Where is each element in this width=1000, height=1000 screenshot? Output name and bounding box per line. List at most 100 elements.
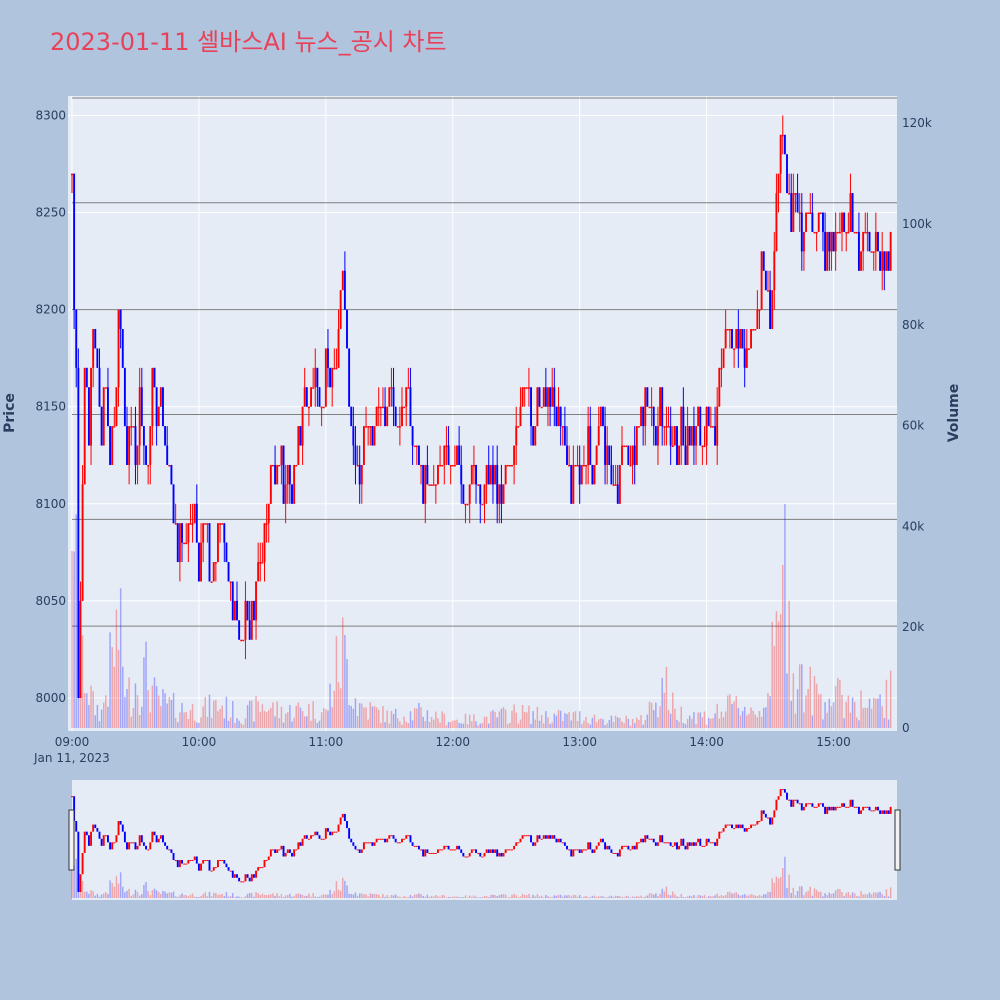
candle-body	[181, 523, 183, 543]
candle-body	[291, 484, 293, 504]
candle-body	[417, 445, 420, 465]
volume-bar	[557, 710, 560, 728]
candle-body	[845, 231, 848, 234]
mini-candle	[872, 810, 875, 812]
mini-volume-bar	[608, 896, 611, 898]
volume-bars	[71, 503, 892, 728]
candle-body	[614, 484, 617, 486]
candle-body	[238, 620, 241, 640]
candle-body	[373, 426, 376, 446]
volume-bar	[244, 718, 247, 728]
mini-candle	[417, 845, 420, 850]
mini-candle	[145, 845, 147, 850]
candle-body	[297, 426, 300, 465]
mini-candle	[384, 838, 387, 843]
range-slider[interactable]	[72, 780, 897, 900]
volume-bar	[606, 723, 608, 728]
volume-bar	[94, 715, 97, 728]
candle-body	[506, 464, 509, 467]
volume-bar	[581, 723, 583, 728]
mini-volume-bar	[102, 893, 105, 898]
mini-volume-bar	[790, 892, 792, 898]
volume-bar	[443, 713, 446, 728]
candle-body	[445, 445, 448, 448]
mini-candle	[181, 860, 183, 864]
mini-volume-bar	[229, 896, 232, 898]
volume-bar	[526, 712, 528, 728]
volume-bar	[308, 703, 310, 728]
mini-volume-bar	[496, 896, 498, 898]
candle-body	[758, 309, 761, 312]
mini-volume-bar	[339, 890, 342, 898]
candle-body	[621, 445, 623, 465]
mini-volume-bar	[775, 876, 778, 898]
mini-volume-bar	[358, 893, 361, 898]
candle-body	[530, 387, 532, 427]
mini-candle	[549, 835, 552, 839]
mini-candle	[432, 852, 435, 854]
mini-candle	[519, 838, 522, 843]
candle-body	[868, 231, 871, 252]
volume-bar	[456, 719, 458, 728]
mini-volume-bar	[350, 893, 352, 898]
candle-body	[142, 426, 145, 446]
candle-body	[312, 387, 315, 389]
candle-body	[771, 290, 774, 330]
candle-body	[877, 231, 879, 252]
volume-bar	[564, 713, 566, 728]
mini-volume-bar	[627, 896, 630, 898]
candle-body	[403, 406, 406, 409]
mini-volume-bar	[572, 895, 575, 898]
candle-body	[589, 426, 592, 465]
volume-bar	[638, 719, 640, 728]
candle-body	[728, 329, 731, 331]
mini-candle	[223, 860, 226, 864]
range-slider-right-handle[interactable]	[894, 809, 901, 871]
volume-bar	[597, 719, 600, 728]
price-tick-label: 8250	[35, 206, 66, 220]
candle-body	[140, 387, 143, 427]
time-tick-label: 14:00	[689, 735, 724, 749]
mini-candle	[511, 849, 513, 851]
price-tick-label: 8000	[35, 691, 66, 705]
volume-bar	[720, 711, 723, 728]
mini-volume-bar	[636, 896, 638, 898]
volume-bar	[551, 722, 553, 728]
mini-volume-bar	[853, 893, 856, 898]
volume-bar	[610, 715, 613, 728]
candle-body	[341, 270, 344, 291]
mini-candle	[587, 842, 590, 850]
volume-bar	[674, 708, 676, 728]
mini-volume-bar	[731, 893, 733, 898]
mini-volume-bar	[411, 896, 414, 898]
volume-bar	[333, 690, 336, 728]
volume-bar	[143, 657, 145, 728]
candle-body	[879, 251, 882, 271]
candle-body	[202, 523, 205, 543]
mini-candle	[350, 838, 353, 843]
candle-body	[396, 426, 399, 428]
mini-volume-bar	[885, 889, 888, 898]
volume-bar	[471, 721, 473, 728]
candle-body	[83, 367, 86, 485]
mini-volume-bar	[650, 893, 653, 898]
mini-volume-bar	[200, 896, 202, 898]
volume-bar	[885, 679, 888, 728]
mini-volume-bar	[157, 892, 160, 898]
candle-body	[229, 581, 232, 583]
range-slider-left-handle[interactable]	[68, 809, 75, 871]
mini-candle	[714, 842, 717, 846]
candle-body	[430, 484, 433, 486]
volume-bar	[809, 666, 812, 728]
volume-bar	[608, 720, 611, 728]
candle-body	[475, 464, 477, 485]
candle-body	[559, 406, 562, 427]
mini-volume-bar	[502, 894, 505, 898]
candle-body	[168, 464, 171, 467]
chart-title: 2023-01-11 셀바스AI 뉴스_공시 차트	[50, 28, 447, 56]
mini-volume-bar	[762, 894, 765, 898]
volume-bar	[602, 719, 604, 728]
volume-bar	[473, 714, 475, 728]
volume-bar	[661, 677, 663, 728]
